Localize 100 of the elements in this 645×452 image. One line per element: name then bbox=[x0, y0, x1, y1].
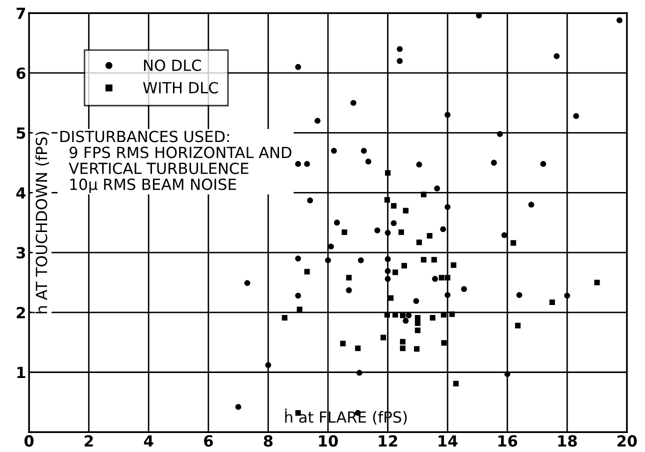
point bbox=[440, 226, 446, 232]
point bbox=[496, 131, 503, 137]
point bbox=[400, 312, 406, 318]
point bbox=[325, 257, 331, 264]
point bbox=[390, 203, 397, 209]
point bbox=[265, 362, 272, 368]
point bbox=[384, 268, 391, 274]
point bbox=[594, 280, 600, 286]
point bbox=[401, 262, 407, 268]
point bbox=[374, 227, 380, 234]
point bbox=[438, 274, 444, 280]
point bbox=[398, 229, 404, 235]
point bbox=[350, 100, 356, 106]
point bbox=[244, 280, 250, 286]
x-tick-label: 6 bbox=[204, 435, 213, 447]
point bbox=[384, 276, 391, 282]
point bbox=[616, 17, 622, 24]
point bbox=[334, 220, 340, 226]
legend-label: NO DLC bbox=[144, 60, 201, 72]
annotation: DISTURBANCES USED: 9 FPS RMS HORIZONTAL AND VERTICAL TURBULENCE 10μ RMS BEAM NOISE bbox=[60, 130, 292, 194]
legend-label: WITH DLC bbox=[143, 82, 218, 94]
y-tick-label: 2 bbox=[16, 306, 25, 318]
point bbox=[340, 340, 346, 346]
point bbox=[444, 274, 450, 280]
point bbox=[432, 276, 438, 282]
point bbox=[388, 295, 394, 301]
point bbox=[413, 298, 420, 304]
point bbox=[346, 274, 352, 280]
point bbox=[355, 346, 361, 352]
point bbox=[528, 202, 534, 208]
point bbox=[356, 370, 362, 376]
point bbox=[295, 256, 302, 262]
point bbox=[402, 208, 408, 214]
x-tick-label: 12 bbox=[378, 435, 398, 446]
point bbox=[414, 315, 420, 321]
point bbox=[490, 160, 497, 166]
point bbox=[554, 53, 560, 60]
point bbox=[431, 256, 437, 262]
y-tick-label: 6 bbox=[16, 67, 26, 79]
point bbox=[504, 371, 510, 377]
x-tick-label: 2 bbox=[84, 435, 93, 446]
x-tick-label: 8 bbox=[264, 435, 273, 447]
point bbox=[295, 64, 302, 70]
point bbox=[384, 170, 391, 176]
point bbox=[420, 192, 426, 198]
x-tick-label: 20 bbox=[618, 435, 637, 447]
point bbox=[516, 292, 522, 298]
point bbox=[360, 148, 367, 154]
point bbox=[414, 346, 420, 352]
x-tick-label: 0 bbox=[24, 435, 34, 447]
point bbox=[416, 240, 422, 246]
point bbox=[396, 58, 403, 64]
point bbox=[564, 292, 570, 299]
point bbox=[573, 113, 580, 120]
point bbox=[400, 338, 406, 345]
point bbox=[453, 380, 459, 386]
point bbox=[402, 318, 409, 324]
point bbox=[384, 197, 390, 203]
y-tick-label: 1 bbox=[17, 366, 26, 378]
y-tick-label: 4 bbox=[16, 187, 26, 198]
point bbox=[384, 256, 391, 262]
point bbox=[384, 230, 391, 236]
point bbox=[444, 204, 451, 210]
point bbox=[304, 161, 310, 167]
point bbox=[441, 340, 447, 346]
point bbox=[400, 346, 406, 352]
point bbox=[358, 257, 364, 264]
point bbox=[392, 270, 398, 276]
point bbox=[307, 198, 313, 204]
point bbox=[444, 112, 451, 118]
point bbox=[282, 315, 288, 321]
point bbox=[296, 306, 302, 312]
point bbox=[549, 299, 555, 305]
x-tick-label: 18 bbox=[558, 435, 577, 447]
point bbox=[426, 233, 432, 239]
point bbox=[365, 158, 372, 164]
point bbox=[430, 315, 436, 321]
x-tick-label: 16 bbox=[498, 435, 518, 447]
point bbox=[235, 404, 242, 410]
point bbox=[420, 256, 426, 262]
point bbox=[346, 287, 352, 294]
point bbox=[414, 320, 420, 326]
point bbox=[540, 161, 546, 167]
x-tick-label: 10 bbox=[319, 435, 338, 447]
point bbox=[342, 229, 348, 235]
point bbox=[434, 186, 440, 192]
point bbox=[510, 240, 516, 246]
point bbox=[314, 118, 320, 124]
point bbox=[414, 328, 420, 334]
point bbox=[450, 262, 456, 268]
point bbox=[390, 220, 397, 226]
y-tick-label: 5 bbox=[16, 127, 26, 139]
point bbox=[295, 292, 302, 299]
y-tick-label: 7 bbox=[16, 8, 26, 19]
point bbox=[328, 244, 334, 250]
y-tick-label: 3 bbox=[16, 247, 26, 259]
point bbox=[396, 46, 403, 52]
x-tick-label: 4 bbox=[144, 435, 154, 446]
point bbox=[444, 292, 451, 298]
point bbox=[331, 148, 337, 154]
